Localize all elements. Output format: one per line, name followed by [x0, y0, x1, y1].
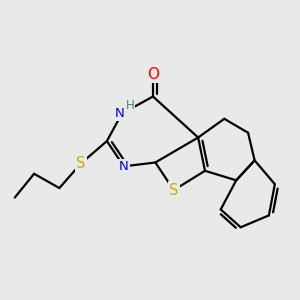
Text: H: H	[126, 99, 134, 112]
Text: S: S	[169, 183, 178, 198]
Text: S: S	[76, 156, 86, 171]
Text: N: N	[119, 160, 129, 173]
Text: N: N	[115, 107, 124, 120]
Text: O: O	[147, 67, 159, 82]
